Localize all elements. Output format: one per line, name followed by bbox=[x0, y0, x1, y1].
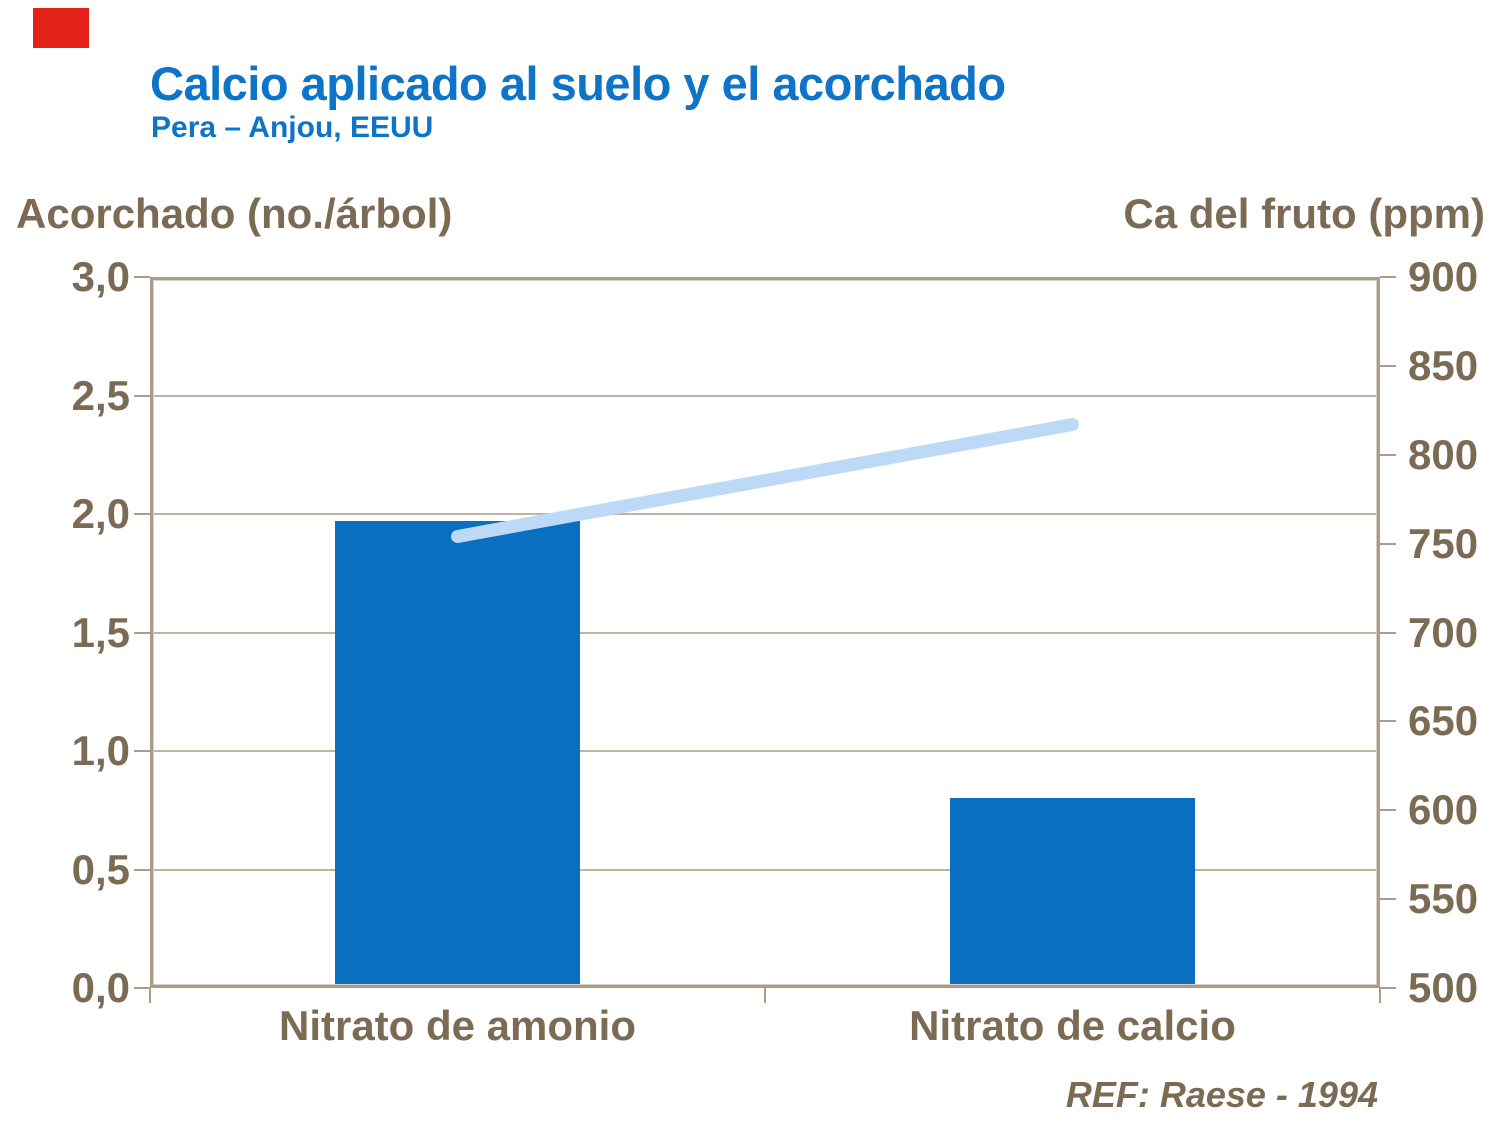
left-axis-tick bbox=[134, 513, 150, 515]
category-label-nitrato-de-amonio: Nitrato de amonio bbox=[278, 1002, 637, 1049]
bar-nitrato-de-amonio bbox=[335, 521, 580, 988]
right-axis-tick bbox=[1380, 898, 1396, 901]
bottom-axis-tick bbox=[1379, 988, 1381, 1003]
left-axis-tick bbox=[134, 276, 150, 278]
left-axis-tick bbox=[134, 987, 150, 989]
right-axis-tick bbox=[1380, 542, 1396, 545]
left-tick-label: 1,5 bbox=[71, 608, 130, 656]
gridline bbox=[153, 868, 1377, 871]
right-axis-title: Ca del fruto (ppm) bbox=[1123, 190, 1485, 237]
category-label-nitrato-de-calcio: Nitrato de calcio bbox=[909, 1002, 1236, 1049]
bar-nitrato-de-calcio bbox=[950, 798, 1195, 988]
chart-title: Calcio aplicado al suelo y el acorchado bbox=[150, 57, 1006, 110]
gridline bbox=[153, 394, 1377, 397]
right-tick-label: 700 bbox=[1408, 608, 1479, 656]
reference-note: REF: Raese - 1994 bbox=[1065, 1074, 1378, 1115]
bottom-axis-tick bbox=[764, 988, 766, 1003]
right-tick-label: 800 bbox=[1408, 430, 1479, 478]
gridline bbox=[153, 750, 1377, 752]
left-tick-label: 3,0 bbox=[71, 253, 130, 300]
right-tick-label: 900 bbox=[1408, 253, 1479, 300]
chart-subtitle: Pera – Anjou, EEUU bbox=[151, 111, 434, 144]
right-axis-tick bbox=[1380, 720, 1396, 723]
right-tick-label: 650 bbox=[1408, 697, 1479, 745]
right-axis-tick bbox=[1380, 987, 1396, 989]
right-tick-label: 850 bbox=[1408, 341, 1479, 389]
right-axis-tick bbox=[1380, 809, 1396, 812]
right-axis-tick bbox=[1380, 364, 1396, 367]
plot-border bbox=[150, 277, 1380, 988]
left-axis-title: Acorchado (no./árbol) bbox=[16, 190, 453, 237]
right-tick-label: 600 bbox=[1408, 786, 1479, 834]
left-axis-tick bbox=[134, 750, 150, 752]
red-accent-rect bbox=[33, 8, 89, 48]
right-axis-tick bbox=[1380, 276, 1396, 278]
left-tick-label: 1,0 bbox=[71, 727, 130, 774]
left-axis-tick bbox=[134, 394, 150, 397]
left-tick-label: 0,5 bbox=[71, 845, 130, 893]
left-tick-label: 0,0 bbox=[71, 964, 130, 1011]
right-axis-tick bbox=[1380, 453, 1396, 456]
left-axis-tick bbox=[134, 868, 150, 871]
left-tick-label: 2,5 bbox=[71, 371, 130, 419]
left-axis-tick bbox=[134, 631, 150, 634]
right-tick-label: 550 bbox=[1408, 875, 1479, 923]
left-tick-label: 2,0 bbox=[71, 490, 130, 537]
right-axis-tick bbox=[1380, 631, 1396, 634]
gridline bbox=[153, 631, 1377, 634]
right-tick-label: 750 bbox=[1408, 519, 1479, 567]
right-tick-label: 500 bbox=[1408, 964, 1479, 1011]
bottom-axis-tick bbox=[149, 988, 151, 1003]
